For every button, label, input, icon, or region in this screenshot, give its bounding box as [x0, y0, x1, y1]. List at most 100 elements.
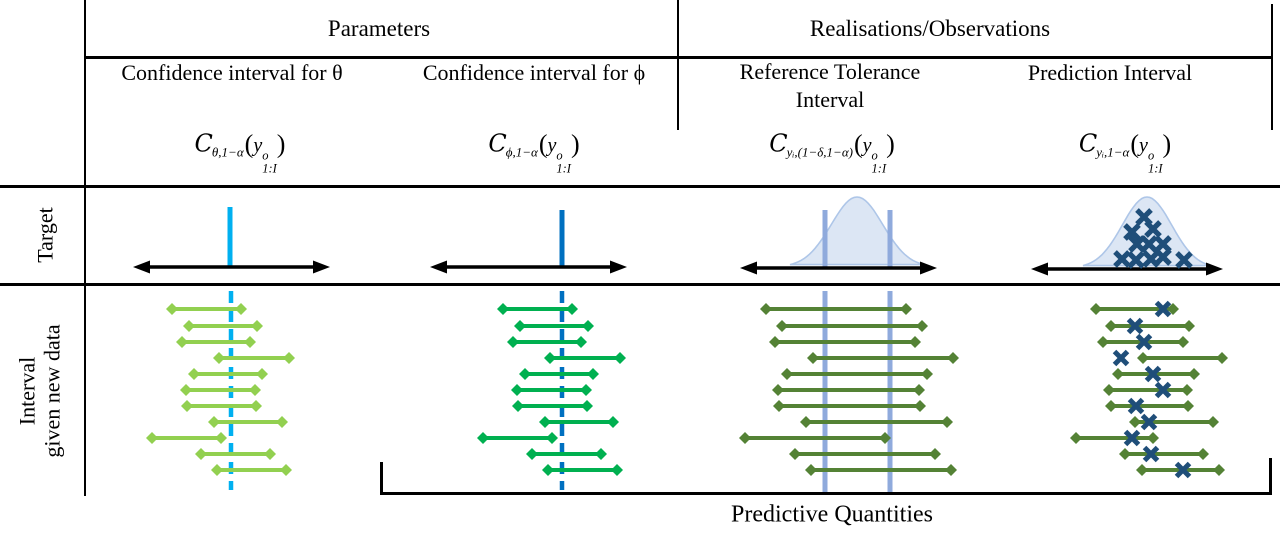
interval-endpoint-right	[280, 464, 292, 476]
row-label-interval-given-new-data: Interval given new data	[14, 324, 64, 457]
column-title-line: Confidence interval for θ	[121, 59, 343, 85]
interval-endpoint-left	[208, 416, 220, 428]
interval-endpoint-left	[800, 416, 812, 428]
interval-endpoint-left	[183, 320, 195, 332]
interval-endpoint-right	[250, 400, 262, 412]
x-marker	[1154, 248, 1172, 266]
x-marker	[1112, 349, 1130, 367]
interval-endpoint-left	[544, 352, 556, 364]
interval-endpoint-left	[514, 320, 526, 332]
formula-subscript: yᵢ,(1−δ,1−α)	[786, 144, 853, 160]
column-title-confidence-theta: Confidence interval for θ	[121, 59, 342, 87]
formula-argument: y	[547, 134, 557, 157]
x-marker	[1127, 397, 1145, 415]
interval-endpoint-left	[1129, 416, 1141, 428]
x-marker	[1144, 365, 1162, 383]
interval-endpoint-left	[1103, 384, 1115, 396]
interval-endpoint-right	[614, 352, 626, 364]
formula-arg-scripts: o 1:I	[1148, 149, 1163, 175]
formula-c-symbol: C	[194, 129, 213, 158]
interval-endpoint-right	[611, 464, 623, 476]
interval-endpoint-right	[929, 448, 941, 460]
interval-endpoint-left	[181, 400, 193, 412]
interval-endpoint-right	[900, 303, 912, 315]
formula-arg-subscript: 1:I	[1147, 161, 1163, 175]
formula-close-paren: )	[276, 129, 286, 159]
arrowhead-right	[313, 260, 330, 274]
bell-curve	[789, 196, 925, 266]
interval-endpoint-left	[769, 336, 781, 348]
x-marker	[1174, 461, 1192, 479]
group-header-parameters: Parameters	[327, 16, 431, 41]
formula-reference-tolerance: Cyᵢ,(1−δ,1−α)(y o 1:I)	[769, 129, 895, 175]
interval-endpoint-left	[781, 368, 793, 380]
bracket-right-tick	[1269, 458, 1272, 493]
x-marker	[1140, 413, 1158, 431]
interval-endpoint-right	[582, 320, 594, 332]
formula-arg-superscript: o	[262, 148, 269, 163]
interval-endpoint-right	[235, 303, 247, 315]
interval-endpoint-left	[789, 448, 801, 460]
row-label-line1: Interval	[14, 356, 40, 426]
formula-arg-subscript: 1:I	[262, 161, 277, 175]
interval-endpoint-left	[176, 336, 188, 348]
row-label-target: Target	[32, 207, 58, 263]
column-title-line: Prediction Interval	[1027, 59, 1193, 85]
interval-endpoint-right	[913, 384, 925, 396]
interval-endpoint-left	[805, 464, 817, 476]
formula-open-paren: (	[538, 129, 548, 159]
interval-endpoint-right	[251, 320, 263, 332]
formula-subscript: yᵢ,1−α	[1096, 144, 1130, 160]
formula-confidence-theta: Cθ,1−α(y o 1:I)	[195, 129, 286, 175]
interval-endpoint-right	[879, 432, 891, 444]
interval-endpoint-right	[566, 303, 578, 315]
interval-endpoint-left	[211, 464, 223, 476]
column-title-line2: Interval	[795, 87, 865, 112]
interval-endpoint-left	[512, 400, 524, 412]
formula-arg-scripts: o 1:I	[262, 149, 277, 175]
interval-endpoint-left	[1112, 368, 1124, 380]
interval-endpoint-left	[773, 400, 785, 412]
column-title-line: Reference Tolerance	[739, 58, 921, 84]
formula-arg-superscript: o	[556, 148, 563, 163]
interval-endpoint-right	[215, 432, 227, 444]
interval-endpoint-left	[1097, 336, 1109, 348]
x-marker	[1113, 250, 1131, 268]
x-marker	[1142, 250, 1160, 268]
formula-argument: y	[253, 134, 263, 157]
interval-endpoint-left	[1105, 320, 1117, 332]
interval-endpoint-left	[739, 432, 751, 444]
x-marker	[1140, 235, 1158, 253]
interval-endpoint-right	[580, 384, 592, 396]
interval-endpoint-left	[507, 336, 519, 348]
formula-subscript: ϕ,1−α	[505, 144, 538, 160]
formula-arg-superscript: o	[871, 148, 878, 163]
interval-endpoint-left	[539, 416, 551, 428]
interval-endpoint-left	[1070, 432, 1082, 444]
formula-argument: y	[1139, 134, 1148, 157]
table-rule-target-top	[0, 185, 1280, 188]
formula-arg-superscript: o	[1147, 148, 1155, 163]
interval-endpoint-right	[244, 336, 256, 348]
interval-endpoint-right	[1167, 303, 1179, 315]
formula-arg-scripts: o 1:I	[556, 149, 571, 175]
arrowhead-left	[430, 260, 447, 274]
formula-close-paren: )	[886, 129, 895, 159]
formula-open-paren: (	[244, 129, 254, 159]
interval-endpoint-right	[1147, 432, 1159, 444]
column-title-line: Confidence interval for ϕ	[422, 59, 646, 85]
interval-endpoint-right	[941, 416, 953, 428]
column-title-prediction-interval: Prediction Interval	[1028, 59, 1192, 87]
interval-endpoint-left	[1090, 303, 1102, 315]
interval-endpoint-right	[1207, 416, 1219, 428]
group-header-realisations: Realisations/Observations	[809, 16, 1051, 41]
interval-endpoint-left	[146, 432, 158, 444]
interval-endpoint-left	[526, 448, 538, 460]
column-title-reference-tolerance: Reference Tolerance Interval	[740, 58, 921, 114]
interval-endpoint-right	[283, 352, 295, 364]
bracket-label: Predictive Quantities	[731, 501, 933, 528]
interval-endpoint-left	[519, 368, 531, 380]
arrowhead-left	[740, 261, 757, 275]
x-marker	[1142, 445, 1160, 463]
